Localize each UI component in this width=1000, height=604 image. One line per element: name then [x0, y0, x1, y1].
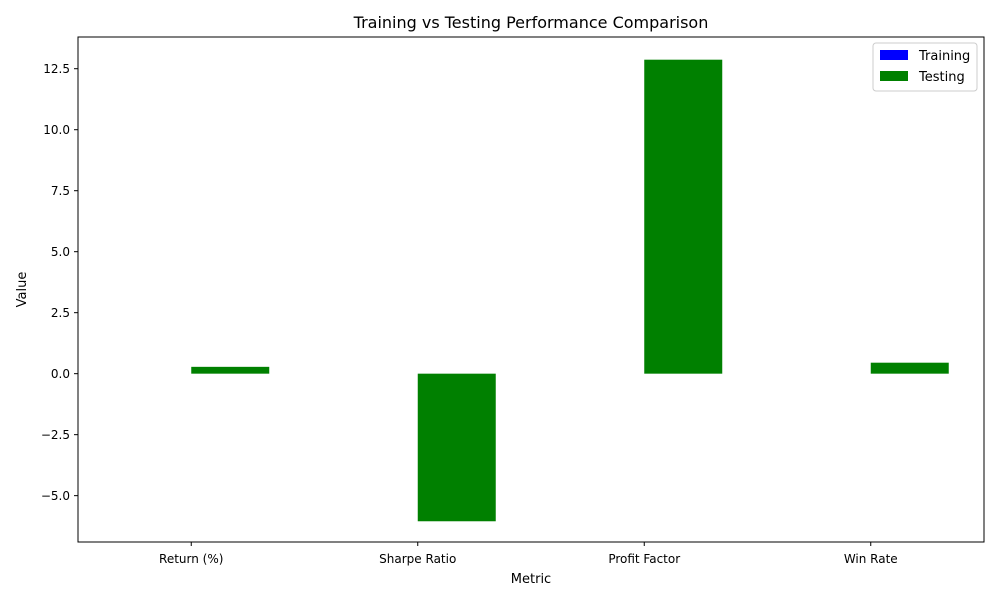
bar-testing-win-rate	[870, 362, 949, 374]
legend-label-testing: Testing	[918, 70, 965, 85]
y-tick-label: 0.0	[51, 367, 70, 381]
x-tick-label-win-rate: Win Rate	[844, 552, 898, 566]
y-axis: −5.0 −2.5 0.0 2.5 5.0 7.5 10.0 12.5	[41, 62, 78, 503]
y-tick-label: −5.0	[41, 489, 70, 503]
y-tick-label: 2.5	[51, 306, 70, 320]
x-axis: Return (%) Sharpe Ratio Profit Factor Win R…	[159, 542, 898, 566]
chart-title: Training vs Testing Performance Comparis…	[353, 13, 709, 32]
plot-frame	[77, 36, 985, 543]
x-tick-label-return: Return (%)	[159, 552, 223, 566]
y-tick-label: 12.5	[43, 62, 70, 76]
y-tick-label: −2.5	[41, 428, 70, 442]
legend-label-training: Training	[918, 49, 970, 64]
bar-testing-profit-factor	[644, 59, 723, 374]
bars-layer	[191, 59, 949, 522]
legend-swatch-testing	[880, 71, 908, 81]
bar-testing-sharpe-ratio	[417, 373, 496, 522]
y-tick-label: 5.0	[51, 245, 70, 259]
bar-testing-return	[191, 366, 270, 374]
y-axis-label: Value	[15, 272, 30, 308]
x-tick-label-sharpe-ratio: Sharpe Ratio	[379, 552, 456, 566]
y-tick-label: 7.5	[51, 184, 70, 198]
legend-swatch-training	[880, 50, 908, 60]
x-tick-label-profit-factor: Profit Factor	[608, 552, 680, 566]
y-tick-label: 10.0	[43, 123, 70, 137]
x-axis-label: Metric	[511, 572, 551, 587]
legend: Training Testing	[872, 42, 978, 92]
